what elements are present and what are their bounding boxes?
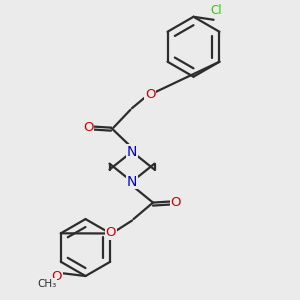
Text: O: O [106, 226, 116, 239]
Text: O: O [145, 88, 155, 101]
Text: O: O [170, 196, 181, 209]
Text: CH₃: CH₃ [37, 278, 56, 289]
Text: O: O [83, 121, 94, 134]
Text: N: N [127, 145, 137, 159]
Text: Cl: Cl [211, 4, 222, 17]
Text: N: N [127, 175, 137, 189]
Text: O: O [52, 269, 62, 283]
